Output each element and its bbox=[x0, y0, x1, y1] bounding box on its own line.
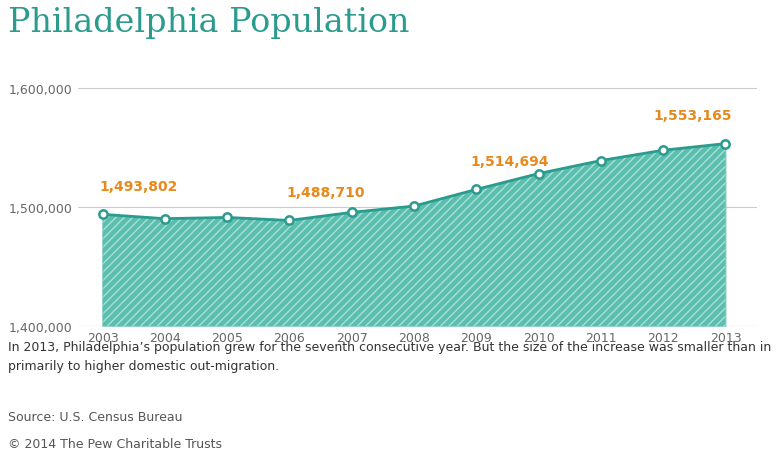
Text: © 2014 The Pew Charitable Trusts: © 2014 The Pew Charitable Trusts bbox=[8, 438, 222, 450]
Text: 1,488,710: 1,488,710 bbox=[286, 186, 365, 200]
Text: In 2013, Philadelphia’s population grew for the seventh consecutive year. But th: In 2013, Philadelphia’s population grew … bbox=[8, 340, 776, 372]
Text: Philadelphia Population: Philadelphia Population bbox=[8, 7, 409, 39]
Text: 1,493,802: 1,493,802 bbox=[99, 180, 178, 194]
Text: Source: U.S. Census Bureau: Source: U.S. Census Bureau bbox=[8, 410, 182, 423]
Text: 1,553,165: 1,553,165 bbox=[653, 109, 732, 123]
Text: 1,514,694: 1,514,694 bbox=[470, 155, 549, 169]
